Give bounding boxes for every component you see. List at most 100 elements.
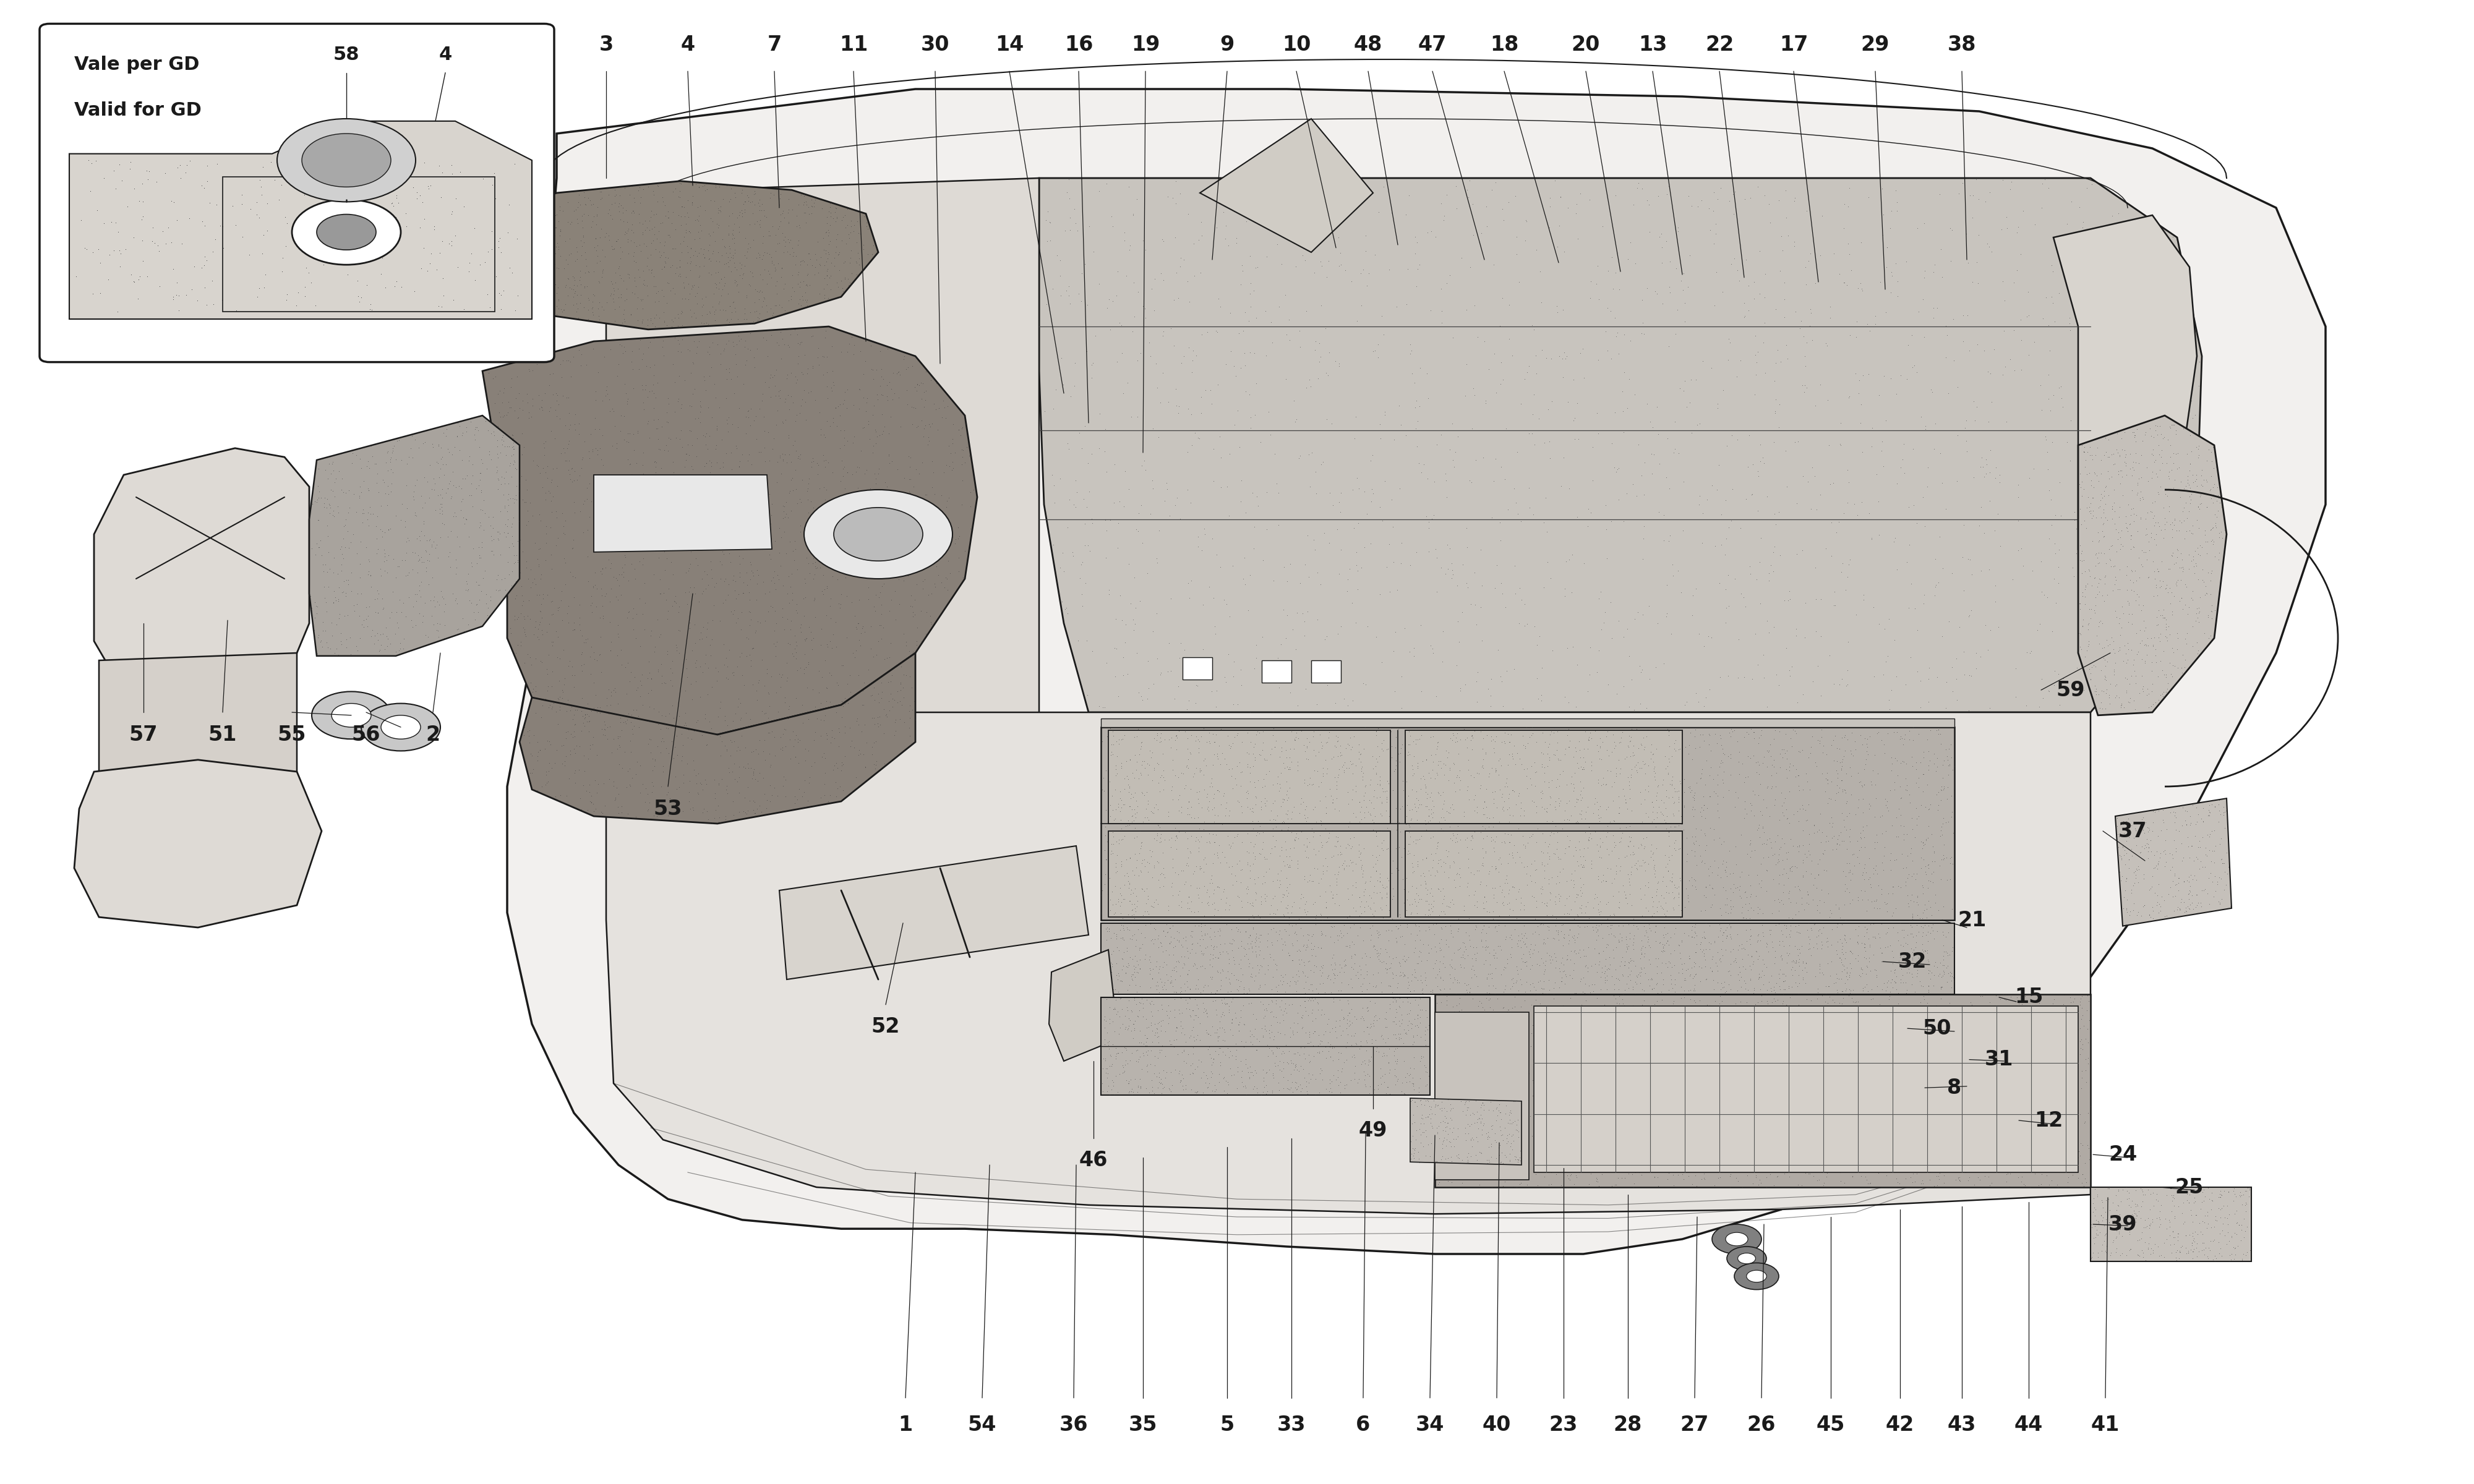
Point xyxy=(2113,559,2152,583)
Point xyxy=(1781,739,1821,763)
Text: 8: 8 xyxy=(1947,1077,1962,1098)
Point xyxy=(1101,873,1141,896)
Point xyxy=(1907,991,1947,1015)
Point xyxy=(1319,798,1358,822)
Point xyxy=(1628,1018,1667,1042)
Point xyxy=(1494,735,1534,758)
Point xyxy=(789,500,829,524)
Point xyxy=(1734,978,1774,1002)
Point xyxy=(453,453,492,476)
Point xyxy=(1192,825,1232,849)
Point xyxy=(1700,806,1739,830)
Point xyxy=(1522,976,1561,1000)
Point xyxy=(1091,205,1131,229)
Point xyxy=(730,580,769,604)
Point xyxy=(1351,889,1390,913)
Point xyxy=(1272,720,1311,743)
Point xyxy=(495,399,534,423)
Point xyxy=(1136,729,1175,752)
Point xyxy=(797,556,836,580)
Point xyxy=(529,227,569,251)
Point xyxy=(2061,549,2100,573)
Point xyxy=(2100,459,2140,482)
Point xyxy=(364,597,403,620)
Point xyxy=(354,502,393,525)
Point xyxy=(1089,841,1128,865)
Point xyxy=(1628,1116,1667,1140)
Point xyxy=(1952,562,1992,586)
Point xyxy=(1284,981,1324,1005)
Point xyxy=(1457,965,1497,988)
Point xyxy=(1346,761,1385,785)
Point xyxy=(537,506,576,530)
Point xyxy=(609,421,648,445)
Point xyxy=(628,695,668,718)
Point xyxy=(1175,873,1215,896)
Point xyxy=(398,574,438,598)
Point xyxy=(2155,864,2194,887)
Point xyxy=(668,220,708,243)
Point xyxy=(1108,775,1148,798)
Point xyxy=(1150,779,1190,803)
Point xyxy=(1695,181,1734,205)
Point xyxy=(1680,818,1719,841)
Point xyxy=(2177,847,2217,871)
Point xyxy=(1467,677,1507,700)
Point xyxy=(1086,1046,1126,1070)
Point xyxy=(2138,613,2177,637)
Point xyxy=(2019,1174,2058,1198)
Point xyxy=(1430,914,1470,938)
Point xyxy=(1616,383,1655,407)
Point xyxy=(1123,827,1163,850)
Point xyxy=(1368,769,1408,792)
Point xyxy=(1418,1094,1457,1117)
Point xyxy=(1244,300,1284,324)
Point xyxy=(2073,574,2113,598)
Point xyxy=(1247,344,1286,368)
Point xyxy=(930,454,970,478)
Point xyxy=(1244,877,1284,901)
Point xyxy=(1259,745,1299,769)
Point xyxy=(181,255,220,279)
Point xyxy=(755,374,794,398)
Point xyxy=(1477,908,1517,932)
Point xyxy=(1309,1079,1348,1103)
Point xyxy=(349,450,388,473)
Point xyxy=(1054,197,1094,221)
Point xyxy=(1672,1034,1712,1058)
Point xyxy=(680,620,720,644)
Point xyxy=(604,755,643,779)
Point xyxy=(1638,896,1677,920)
Point xyxy=(1420,904,1460,927)
Point xyxy=(1289,1003,1329,1027)
Point xyxy=(1477,1104,1517,1128)
Point xyxy=(1111,233,1150,257)
Point xyxy=(1794,935,1833,959)
Point xyxy=(1561,1039,1601,1063)
Point xyxy=(742,246,782,270)
Point xyxy=(1776,1125,1816,1149)
Point xyxy=(487,435,527,459)
Point xyxy=(1920,794,1959,818)
Point xyxy=(388,445,428,469)
Point xyxy=(2170,543,2209,567)
Point xyxy=(2180,543,2219,567)
Point xyxy=(1692,626,1732,650)
Point xyxy=(200,214,240,237)
Point xyxy=(737,510,777,534)
Text: 43: 43 xyxy=(1947,1414,1977,1435)
Point xyxy=(1094,732,1133,755)
Point xyxy=(821,754,861,778)
Point xyxy=(1907,905,1947,929)
Point xyxy=(1465,1092,1504,1116)
Point xyxy=(2172,864,2212,887)
Point xyxy=(1546,1135,1586,1159)
Point xyxy=(1509,779,1549,803)
Point xyxy=(1539,846,1578,870)
Point xyxy=(1343,837,1383,861)
Point xyxy=(480,378,520,402)
Point xyxy=(1544,1052,1583,1076)
Point xyxy=(1390,999,1430,1022)
Point xyxy=(693,295,732,319)
Point xyxy=(1620,727,1660,751)
